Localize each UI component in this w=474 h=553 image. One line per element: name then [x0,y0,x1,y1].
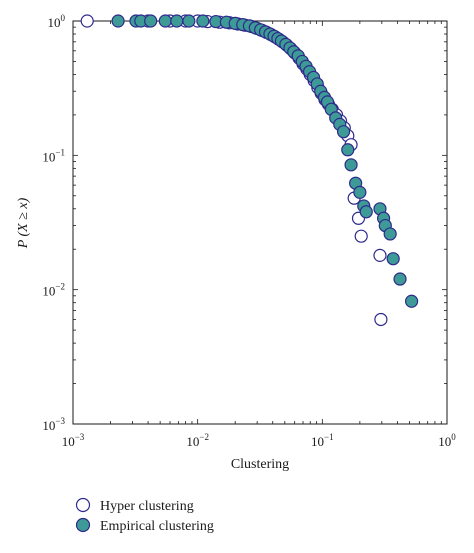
legend-marker-hyper-clustering [75,497,91,513]
data-point [354,229,368,243]
y-axis-title: P (X ≥ x) [16,197,31,249]
data-point [374,312,388,327]
legend: Hyper clustering Empirical clustering [75,497,214,534]
legend-marker-empirical-clustering [75,517,91,533]
series-empirical-clustering [111,14,419,308]
data-point [80,14,94,28]
data-point [393,272,407,286]
y-tick-labels: 10−3 10−2 10−1 100 [42,13,65,433]
x-tick-labels: 10−3 10−2 10−1 100 [62,432,457,449]
data-point [386,252,400,266]
data-point [359,205,373,219]
legend-label-hyper-clustering: Hyper clustering [100,499,194,514]
y-tick-label: 100 [48,13,66,30]
data-point [336,125,351,139]
y-tick-label: 10−1 [42,147,65,164]
data-point [383,227,397,241]
data-point [111,14,125,28]
x-tick-label: 100 [438,432,456,449]
y-tick-label: 10−3 [42,416,65,433]
data-point [373,248,387,262]
data-point [353,185,367,199]
plot-frame [72,20,448,425]
y-tick-label: 10−2 [42,282,65,299]
x-tick-label: 10−2 [186,432,209,449]
data-point [344,158,358,172]
x-tick-label: 10−3 [62,432,85,449]
data-point [341,143,355,157]
data-point [404,294,419,308]
legend-label-empirical-clustering: Empirical clustering [100,519,214,534]
data-point [196,14,210,28]
data-point [158,14,172,28]
data-point [182,14,196,28]
data-points [80,14,419,327]
series-hyper-clustering [80,14,388,327]
x-axis-title: Clustering [231,457,289,472]
data-point [170,14,184,28]
x-tick-label: 10−1 [311,432,334,449]
data-point [144,14,158,28]
